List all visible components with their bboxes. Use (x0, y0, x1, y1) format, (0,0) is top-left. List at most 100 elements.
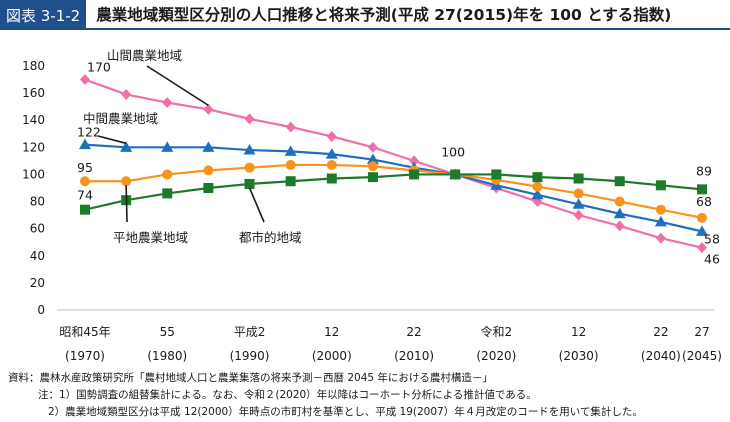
figure-notes: 資料：農林水産政策研究所「農村地域人口と農業集落の将来予測－西暦 2045 年に… (8, 370, 643, 421)
series-line-0 (84, 78, 703, 249)
data-point-s3-14 (655, 180, 666, 191)
x-tick-year-label-0: (1970) (65, 349, 105, 363)
data-point-s1-14 (654, 215, 667, 227)
data-point-s1-5 (284, 145, 297, 156)
data-point-s1-11 (531, 188, 544, 200)
data-point-s2-12 (573, 188, 584, 199)
callout-leader-3 (248, 187, 265, 223)
data-point-s2-5 (285, 159, 296, 170)
data-point-s0-6 (326, 130, 337, 142)
data-point-s3-5 (285, 176, 296, 187)
data-point-s3-8 (409, 169, 420, 180)
series-name-label-1: 中間農業地域 (83, 111, 158, 126)
y-tick-label-0: 0 (37, 303, 45, 317)
data-point-s3-2 (162, 188, 173, 199)
x-tick-era-label-3: 12 (324, 325, 339, 339)
data-point-s0-2 (162, 97, 173, 109)
data-label-1: 122 (77, 125, 101, 140)
data-point-s3-15 (697, 184, 707, 195)
data-label-3: 74 (77, 188, 93, 203)
x-tick-year-label-1: (1980) (147, 349, 187, 363)
y-tick-label-7: 140 (22, 113, 45, 127)
y-tick-label-6: 120 (22, 140, 45, 154)
data-point-s0-13 (614, 220, 625, 232)
figure-title: 農業地域類型区分別の人口推移と将来予測(平成 27(2015)年を 100 とす… (86, 0, 730, 30)
x-tick-year-label-3: (2000) (312, 349, 352, 363)
x-tick-era-label-0: 昭和45年 (59, 325, 110, 339)
data-point-s1-15 (696, 225, 708, 236)
callout-leader-1 (97, 135, 127, 145)
data-point-s2-4 (244, 162, 255, 173)
data-point-s1-2 (161, 141, 174, 152)
data-point-s1-12 (572, 198, 585, 209)
series-name-label-3: 都市的地域 (239, 230, 302, 245)
x-tick-year-label-8: (2045) (682, 349, 722, 363)
x-tick-era-label-8: 27 (694, 325, 709, 339)
y-tick-label-4: 80 (30, 195, 45, 209)
callout-leader-2 (125, 185, 128, 223)
x-tick-year-label-5: (2020) (476, 349, 516, 363)
note-2: 2）農業地域類型区分は平成 12(2000）年時点の市町村を基準とし、平成 19… (48, 406, 643, 418)
data-point-s0-14 (655, 232, 666, 244)
data-point-s1-0 (79, 138, 91, 150)
data-point-s3-11 (532, 172, 543, 183)
data-point-s2-0 (80, 176, 90, 187)
series-name-label-0: 山間農業地域 (107, 48, 182, 63)
x-tick-era-label-1: 55 (160, 325, 175, 339)
x-tick-year-label-6: (2030) (559, 349, 599, 363)
data-point-s3-3 (203, 183, 214, 193)
series-line-1 (84, 143, 703, 233)
data-point-s2-2 (162, 169, 173, 180)
callout-leader-0 (146, 65, 209, 107)
data-point-s2-14 (655, 204, 666, 215)
x-tick-era-label-2: 平成2 (234, 325, 266, 339)
y-tick-label-1: 20 (30, 276, 45, 290)
data-point-s0-0 (80, 74, 90, 86)
data-point-s1-6 (325, 148, 338, 159)
x-tick-era-label-7: 22 (653, 325, 668, 339)
data-point-s2-13 (614, 196, 625, 207)
figure-number-badge: 図表 3-1-2 (0, 0, 87, 30)
data-label-5: 89 (696, 163, 712, 178)
data-point-s0-4 (244, 113, 255, 125)
data-label-7: 58 (704, 231, 720, 246)
x-tick-era-label-6: 12 (571, 325, 586, 339)
series-name-label-2: 平地農業地域 (113, 230, 188, 245)
x-tick-year-label-4: (2010) (394, 349, 434, 363)
data-point-s0-5 (285, 121, 296, 133)
y-tick-label-8: 160 (22, 86, 45, 100)
data-point-s3-12 (573, 173, 584, 184)
figure-header: 図表 3-1-2 農業地域類型区分別の人口推移と将来予測(平成 27(2015)… (0, 0, 730, 30)
data-point-s3-9 (450, 169, 461, 180)
data-point-s1-13 (613, 207, 626, 219)
data-point-s0-8 (409, 155, 420, 167)
y-tick-label-2: 40 (30, 249, 45, 263)
data-point-s3-6 (326, 173, 337, 184)
x-tick-year-label-7: (2040) (641, 349, 681, 363)
series-line-2 (85, 163, 703, 219)
data-point-s0-12 (573, 209, 584, 221)
data-point-s1-3 (202, 141, 215, 152)
note-1: 注：1）国勢調査の組替集計による。なお、令和２(2020）年以降はコーホート分析… (38, 389, 537, 401)
data-point-s1-7 (366, 153, 379, 165)
data-point-s3-10 (491, 169, 502, 180)
data-point-s0-15 (697, 242, 707, 254)
line-chart: 0 20 40 60 80 100 120 140 160 180 昭和45年 (1970) 55 (19… (22, 48, 722, 363)
data-label-8: 46 (704, 252, 720, 267)
series-line-3 (84, 173, 703, 211)
data-point-s2-11 (532, 181, 543, 192)
data-point-s0-1 (121, 88, 132, 100)
data-point-s2-1 (121, 176, 132, 187)
data-label-4: 100 (441, 144, 465, 159)
data-point-s2-15 (697, 212, 707, 223)
data-point-s3-4 (244, 178, 255, 189)
data-point-s1-1 (120, 141, 133, 152)
data-point-s2-7 (367, 161, 378, 172)
data-point-s2-6 (326, 159, 337, 170)
data-point-s0-3 (203, 103, 214, 115)
x-tick-era-label-4: 22 (406, 325, 421, 339)
y-tick-label-5: 100 (22, 167, 45, 181)
data-label-0: 170 (87, 60, 111, 75)
data-point-s1-4 (243, 144, 256, 155)
y-tick-label-9: 180 (22, 59, 45, 73)
